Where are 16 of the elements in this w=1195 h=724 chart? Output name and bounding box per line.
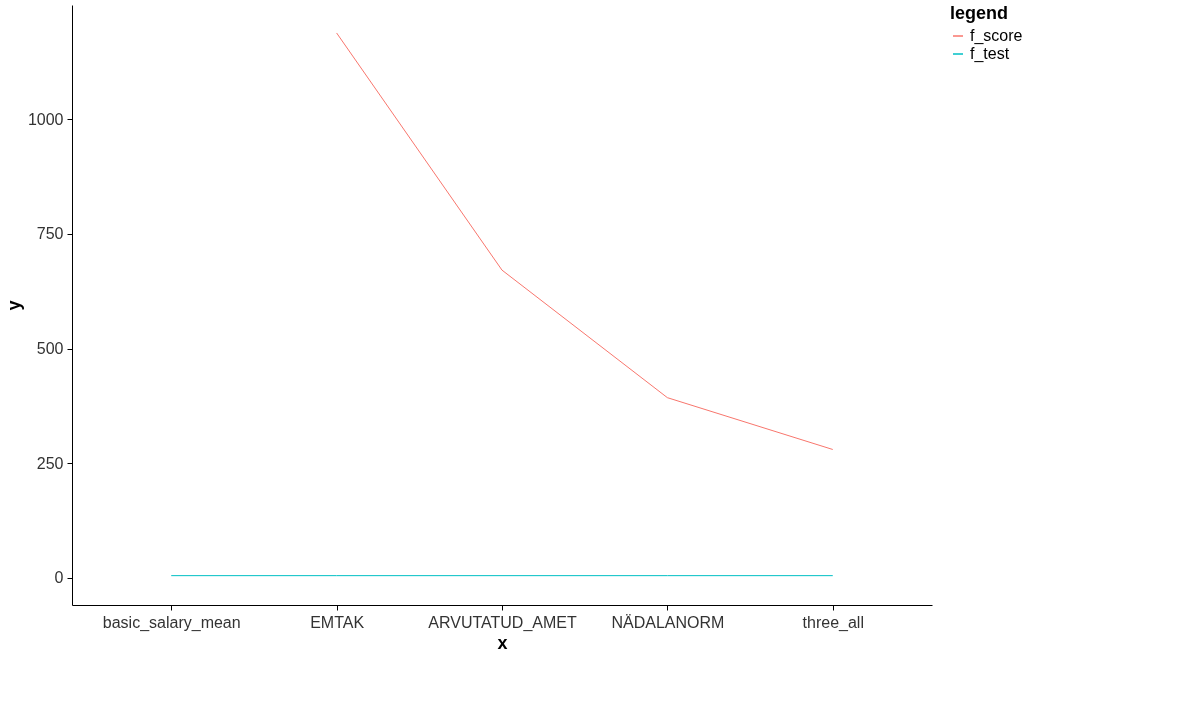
x-tick-label: basic_salary_mean [102, 613, 241, 632]
x-tick-label: NÄDALANORM [611, 613, 725, 631]
x-axis-title: x [497, 632, 508, 653]
legend-label: f_score [970, 27, 1023, 45]
y-tick-label: 750 [36, 225, 64, 243]
y-axis-title: y [3, 300, 24, 311]
legend-title: legend [950, 3, 1009, 23]
x-tick-label: EMTAK [310, 613, 365, 631]
y-tick-label: 500 [36, 340, 64, 358]
x-tick-label: three_all [802, 613, 864, 632]
y-tick-label: 250 [36, 454, 64, 472]
y-tick-label: 0 [54, 569, 64, 587]
line-series [336, 32, 834, 450]
x-tick-label: ARVUTATUD_AMET [428, 613, 577, 632]
y-tick-label: 1000 [27, 110, 64, 128]
legend-label: f_test [970, 45, 1010, 63]
